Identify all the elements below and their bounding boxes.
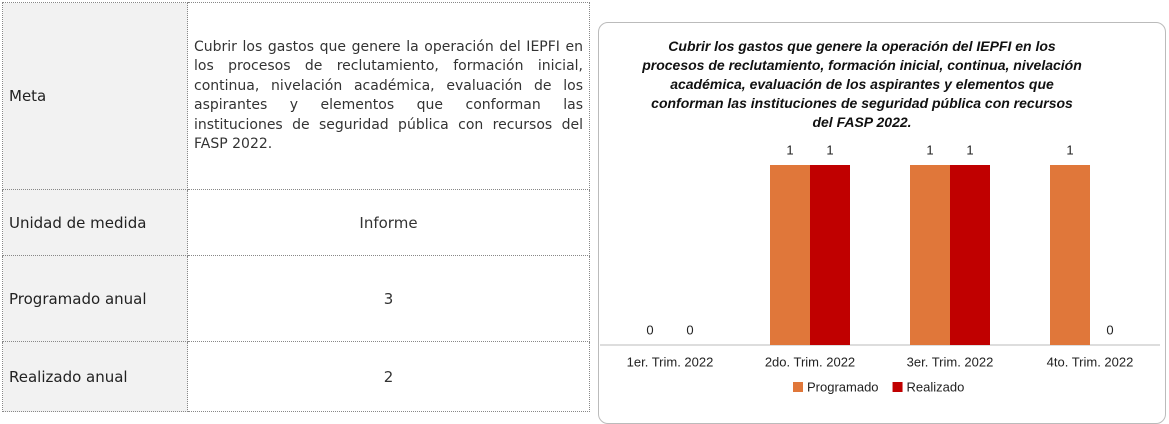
data-label: 1	[786, 142, 793, 157]
data-label: 0	[646, 322, 653, 337]
row-value: 3	[187, 255, 590, 342]
bar	[1050, 165, 1090, 345]
data-label: 0	[686, 322, 693, 337]
legend-label: Realizado	[907, 379, 965, 394]
row-value: Informe	[187, 189, 590, 256]
data-label: 0	[1106, 322, 1113, 337]
row-label: Realizado anual	[2, 341, 188, 412]
data-label: 1	[926, 142, 933, 157]
indicator-table: Meta Cubrir los gastos que genere la oper…	[2, 2, 590, 412]
x-tick-label: 2do. Trim. 2022	[765, 354, 855, 369]
row-label: Unidad de medida	[2, 189, 188, 256]
x-tick-label: 3er. Trim. 2022	[907, 354, 994, 369]
data-label: 1	[1066, 142, 1073, 157]
legend-label: Programado	[807, 379, 879, 394]
legend-swatch	[793, 382, 803, 392]
data-label: 1	[966, 142, 973, 157]
data-label: 1	[826, 142, 833, 157]
x-tick-label: 1er. Trim. 2022	[627, 354, 714, 369]
chart: 1er. Trim. 2022 0 0 2do. Trim. 2022 1 1 3er. T…	[600, 142, 1160, 394]
row-value: Cubrir los gastos que genere la operació…	[187, 2, 590, 190]
bar	[770, 165, 810, 345]
row-value: 2	[187, 341, 590, 412]
chart-title: Cubrir los gastos que genere la operació…	[642, 38, 1082, 130]
bar	[950, 165, 990, 345]
bar	[810, 165, 850, 345]
row-label: Programado anual	[2, 255, 188, 342]
legend-swatch	[892, 382, 903, 392]
x-tick-label: 4to. Trim. 2022	[1047, 354, 1134, 369]
bar	[910, 165, 950, 345]
row-label: Meta	[2, 2, 188, 190]
